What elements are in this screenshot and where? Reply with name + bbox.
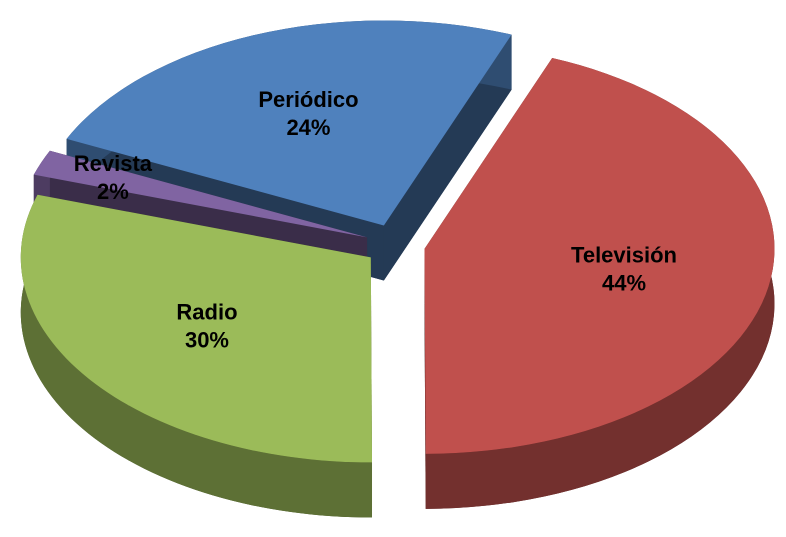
slice-wall xyxy=(425,57,775,509)
slice-label: Radio xyxy=(176,299,237,324)
slice-top xyxy=(20,194,373,463)
slice-wall xyxy=(20,194,373,518)
slice-label: Periódico xyxy=(258,87,358,112)
value-label: 44% xyxy=(602,271,646,296)
slice-label: Televisión xyxy=(571,243,677,268)
slice-top xyxy=(66,20,512,226)
slice xyxy=(20,194,373,518)
slice-side xyxy=(383,34,512,281)
value-label: 2% xyxy=(97,179,129,204)
slice-label: Revista xyxy=(74,151,153,176)
slice-top xyxy=(33,150,368,238)
value-label: 30% xyxy=(185,327,229,352)
value-label: 24% xyxy=(286,115,330,140)
slice-side xyxy=(424,248,426,509)
slice-top xyxy=(424,57,775,454)
slice xyxy=(424,57,775,509)
